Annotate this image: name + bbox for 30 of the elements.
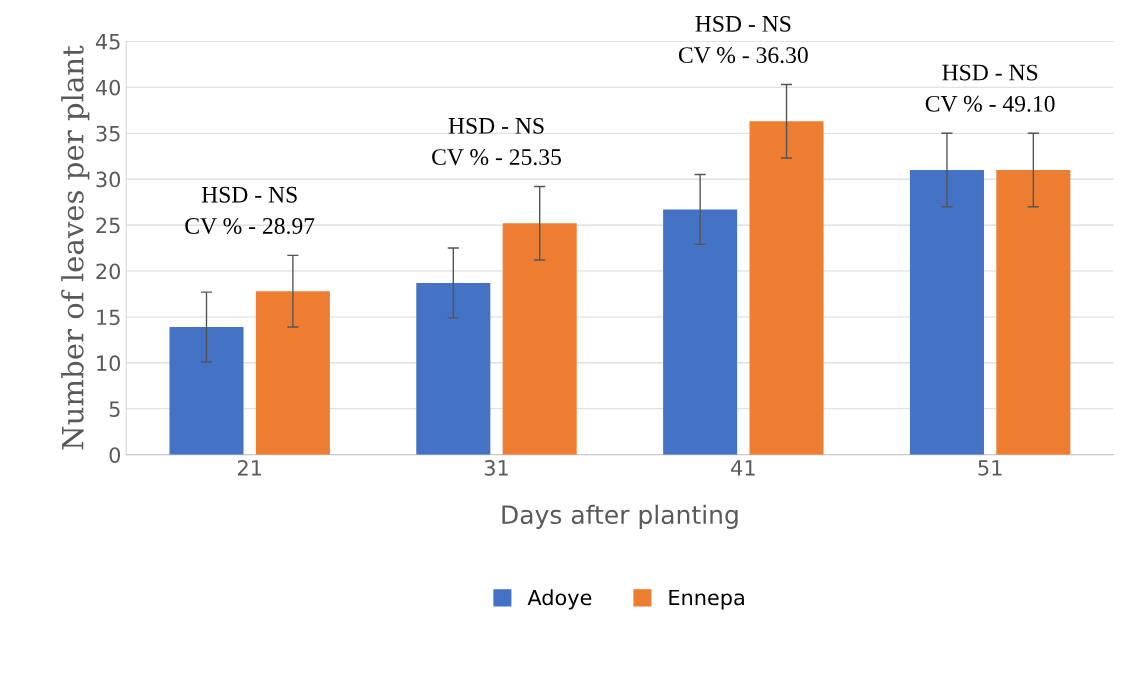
x-tick-label: 51 [978,460,1002,476]
legend-label: Adoye [527,589,592,610]
y-tick-label: 25 [96,217,120,234]
y-tick-label: 15 [97,309,120,326]
y-tick-label: 5 [109,401,120,418]
annotation: HSD - NS CV % - 49.10 [925,64,1055,112]
bar [416,282,491,455]
bar [996,169,1071,455]
bar [169,327,244,455]
bar [909,169,984,455]
y-tick-label: 35 [96,125,120,142]
annotation: HSD - NS CV % - 28.97 [185,186,315,235]
x-axis-title: Days after planting [502,504,738,529]
bar [255,291,330,455]
bar [502,223,577,455]
x-tick-label: 41 [731,460,755,476]
bar [749,121,824,455]
y-tick-label: 45 [95,34,120,50]
y-tick-label: 10 [97,355,121,372]
y-tick-label: 40 [95,79,121,96]
x-tick-label: 31 [484,459,508,476]
y-tick-label: 30 [96,171,121,188]
y-axis-title: Number of leaves per plant [61,45,90,450]
y-tick-label: 0 [109,447,121,463]
annotation: HSD - NS CV % - 36.30 [678,15,808,64]
x-tick-label: 21 [237,459,262,476]
y-tick-label: 20 [96,263,121,280]
legend-label: Ennepa [669,589,744,610]
annotation: HSD - NS CV % - 25.35 [432,117,561,166]
bar [663,209,738,455]
